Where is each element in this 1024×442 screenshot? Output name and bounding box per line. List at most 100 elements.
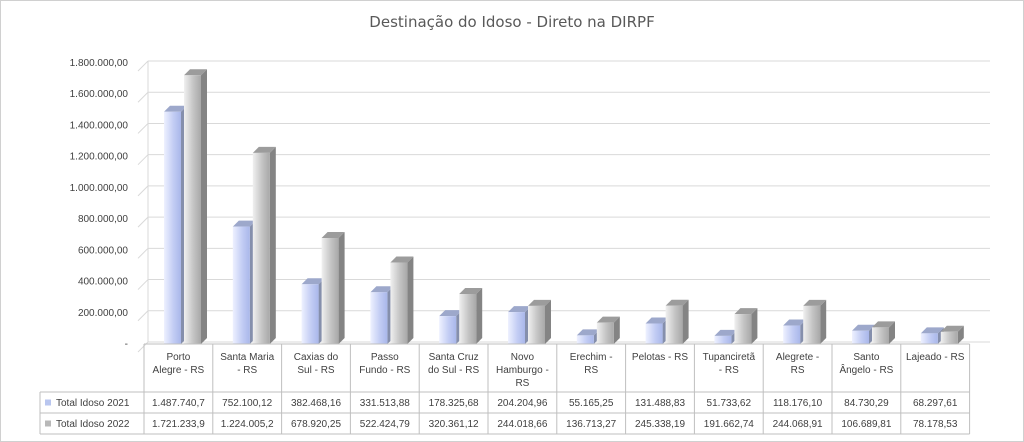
bar-top-2022 [940,325,964,332]
bar-2022 [665,305,683,344]
y-tick-label: 800.000,00 [78,214,128,225]
gridline-side [137,154,149,166]
data-table-value: 136.713,27 [566,419,616,430]
bar-top-2021 [852,324,875,331]
x-category-label: Alegrete -RS [776,352,819,376]
data-table-value: 118.176,10 [773,398,823,409]
bar-2022 [528,305,545,344]
gridline-side [137,123,149,134]
bar-top-2021 [232,220,256,227]
bar-2021 [508,312,525,344]
bar-top-2021 [508,306,531,313]
bar-side-2022 [889,321,895,344]
bar-side-2022 [682,299,689,344]
data-table-value: 178.325,68 [429,398,479,409]
data-table-value: 204.204,96 [497,398,547,409]
data-table-value: 55.165,25 [569,398,614,409]
bar-side-2022 [201,69,207,344]
bar-top-2022 [872,321,895,328]
bar-top-2022 [528,299,551,306]
bar-top-2021 [439,310,463,317]
x-category-label: Novo Hamburgo -RS [496,352,549,389]
x-category-label: Passo Fundo - RS [359,352,410,376]
gridline-side [137,91,149,103]
data-table-value: 106.689,81 [841,419,891,430]
x-category-label: Santo Ângelo - RS [839,352,893,376]
bar-top-2021 [920,327,944,334]
bar-top-2022 [459,287,483,294]
data-table-value: 245.338,19 [635,419,685,430]
bar-side-2022 [545,299,551,344]
bar-2022 [459,293,477,344]
bar-top-2021 [164,105,187,112]
bar-2021 [164,111,181,344]
bar-2022 [803,305,821,344]
x-category-label: Pelotas - RS [632,352,688,363]
bar-2021 [714,335,732,344]
data-table-value: 382.468,16 [291,398,341,409]
bar-top-2021 [576,329,600,336]
data-table-value: 51.733,62 [707,398,752,409]
data-table-value: 244.068,91 [773,419,823,430]
bar-top-2021 [645,317,669,324]
x-category-label: Caxias do Sul - RS [294,352,339,376]
bar-side-2022 [476,287,483,344]
data-table-value: 320.361,12 [429,419,479,430]
data-table-value: 1.224.005,2 [221,419,274,430]
x-category-label: Santa Maria - RS [220,352,274,376]
bar-top-2022 [184,69,207,76]
x-category-label: Erechim -RS [570,352,613,376]
bar-2021 [301,284,319,344]
bar-top-2022 [734,308,758,315]
legend-series-name: Total Idoso 2022 [56,419,130,430]
bar-2021 [852,330,869,344]
legend-series-name: Total Idoso 2021 [56,398,130,409]
gridline-side [137,279,149,290]
bar-side-2022 [751,308,758,344]
data-table-value: 68.297,61 [913,398,958,409]
bar-2021 [439,316,457,344]
legend-key-2022 [45,420,51,427]
data-table-value: 131.488,83 [635,398,685,409]
x-category-label: Tupanciretã - RS [703,352,756,376]
bar-2022 [184,75,201,344]
gridline-side [137,247,149,259]
bar-side-2022 [269,146,276,344]
y-tick-label: - [125,339,128,350]
bar-side-2022 [613,316,620,344]
gridline-side [137,185,149,197]
bar-2022 [940,331,958,344]
bar-2021 [370,292,388,344]
data-table-value: 84.730,29 [844,398,889,409]
data-table-value: 244.018,66 [497,419,547,430]
bar-2021 [576,335,594,344]
data-table-value: 331.513,88 [360,398,410,409]
x-category-label: Porto Alegre - RS [153,352,205,376]
bar-2021 [783,325,801,344]
data-table-value: 752.100,12 [222,398,272,409]
gridline-side [137,216,149,228]
bar-2022 [390,262,408,344]
data-table-value: 1.721.233,9 [152,419,205,430]
y-tick-label: 200.000,00 [78,308,128,319]
gridline-side [137,310,149,322]
data-table-value: 1.487.740,7 [152,398,205,409]
bar-top-2021 [783,319,807,326]
bar-top-2022 [390,256,414,263]
bar-side-2022 [338,232,345,344]
bar-2021 [645,323,663,344]
y-tick-label: 1.000.000,00 [70,183,129,194]
bar-2021 [920,333,938,344]
y-tick-label: 1.200.000,00 [70,152,129,163]
bar-top-2021 [370,286,394,293]
bar-top-2021 [714,329,738,336]
y-tick-label: 1.600.000,00 [70,89,129,100]
bar-2022 [872,327,889,344]
bar-top-2022 [596,316,620,323]
y-tick-label: 1.800.000,00 [70,58,129,69]
chart-title: Destinação do Idoso - Direto na DIRPF [369,13,654,31]
bar-top-2022 [665,299,689,306]
data-table-value: 191.662,74 [704,419,754,430]
bar-top-2022 [803,299,827,306]
